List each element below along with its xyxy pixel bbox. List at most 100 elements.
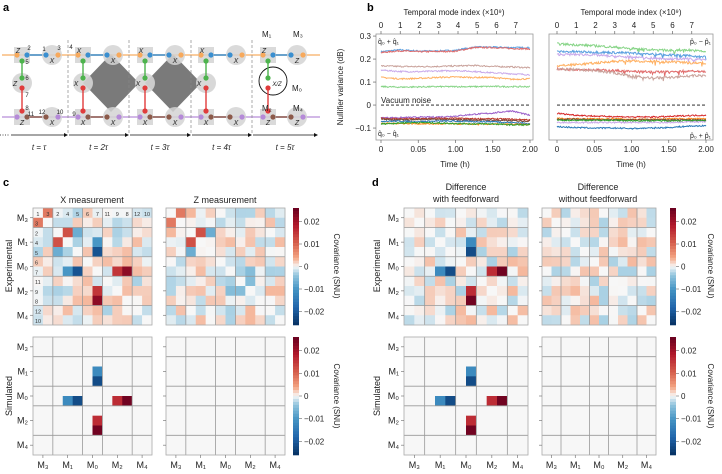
- square-node: [198, 47, 214, 63]
- colorbar-segment: [293, 413, 299, 417]
- heatmap-cell: [132, 315, 143, 326]
- group-col-label: M₀: [87, 460, 98, 470]
- heatmap-cell: [33, 435, 44, 446]
- heatmap-cell: [175, 346, 187, 357]
- heatmap-cell: [608, 346, 619, 357]
- heatmap-cell: [205, 415, 216, 426]
- heatmap-cell: [445, 256, 456, 267]
- colorbar-segment: [293, 284, 299, 288]
- heatmap-cell: [33, 276, 44, 287]
- heatmap-cell: [599, 346, 609, 357]
- heatmap-cell: [414, 227, 425, 238]
- heatmap-cell: [497, 376, 508, 387]
- mode-dot: [178, 52, 184, 58]
- heatmap-cell: [580, 425, 590, 436]
- heatmap-cell: [589, 295, 600, 306]
- heatmap-cell: [82, 445, 93, 456]
- heatmap-cell: [414, 366, 425, 377]
- heatmap-cell: [82, 386, 93, 397]
- mode-dot: [19, 75, 25, 81]
- circle-node: [42, 45, 62, 65]
- heatmap-cell: [82, 337, 93, 348]
- heatmap-cell: [476, 425, 487, 436]
- heatmap-cell: [561, 337, 571, 348]
- colorbar-tick-label: 0.02: [304, 218, 320, 227]
- heatmap-cell: [637, 425, 647, 436]
- heatmap-cell: [102, 405, 113, 416]
- heatmap-cell: [175, 415, 187, 426]
- group-row-label: M₄: [17, 310, 28, 320]
- heatmap-cell: [466, 305, 477, 316]
- group-col-label: M₂: [617, 460, 628, 470]
- colorbar-segment: [670, 278, 676, 282]
- panel-label-d: d: [372, 177, 379, 189]
- heatmap-cell: [175, 425, 187, 436]
- heatmap-cell: [455, 435, 467, 446]
- top-tick-label: 5: [651, 21, 656, 30]
- heatmap-cell: [142, 376, 153, 387]
- heatmap-cell: [255, 396, 266, 407]
- heatmap-cell: [255, 256, 266, 267]
- heatmap-cell: [142, 415, 153, 426]
- heatmap-cell: [404, 247, 415, 258]
- heatmap-cell: [570, 227, 581, 238]
- heatmap-cell: [404, 337, 415, 348]
- group-row-label: M₁: [388, 237, 399, 247]
- heatmap-cell: [102, 247, 113, 258]
- plot-frame: [375, 33, 534, 141]
- heatmap-cell: [112, 396, 123, 407]
- heatmap-cell: [175, 276, 187, 287]
- mode-dot: [260, 114, 266, 120]
- heatmap-cell: [618, 208, 628, 219]
- heatmap-cell: [122, 405, 133, 416]
- top-tick-label: 3: [437, 21, 442, 30]
- heatmap-cell: [627, 435, 638, 446]
- heatmap-cell: [627, 208, 638, 219]
- heatmap-cell: [82, 276, 93, 287]
- heatmap-cell: [132, 217, 143, 228]
- heatmap-cell: [561, 295, 571, 306]
- heatmap-cell: [102, 276, 113, 287]
- colorbar-label-c-exp: Covariance (SNU): [332, 234, 341, 299]
- colorbar-segment: [293, 440, 299, 444]
- heatmap-cell: [486, 237, 498, 248]
- heatmap-cell: [142, 247, 153, 258]
- heatmap-cell: [599, 376, 609, 387]
- heatmap-cell: [507, 247, 518, 258]
- panel-label-c: c: [3, 177, 9, 189]
- heatmap-cell: [132, 445, 143, 456]
- heatmap-cell: [82, 356, 93, 367]
- mode-dot: [239, 114, 245, 120]
- heatmap-cell: [122, 286, 133, 297]
- heatmap-cell: [580, 337, 590, 348]
- heatmap-cell: [235, 415, 246, 426]
- heatmap-cell: [476, 208, 487, 219]
- colorbar-segment: [293, 269, 299, 273]
- heatmap-cell: [92, 315, 103, 326]
- heatmap-cell: [646, 237, 657, 248]
- heatmap-cell: [122, 217, 133, 228]
- group-row-label: M₂: [17, 416, 28, 426]
- heatmap-cell: [82, 396, 93, 407]
- heatmap-cell: [72, 256, 83, 267]
- heatmap-cell: [608, 286, 619, 297]
- group-row-label: M₁: [17, 366, 28, 376]
- mode-row-number: 9: [35, 290, 38, 296]
- colorbar-segment: [293, 351, 299, 355]
- time-step-label: t = 5τ: [276, 143, 296, 152]
- heatmap-cell: [466, 217, 477, 228]
- group-row-label: M₂: [17, 286, 28, 296]
- heatmap-cell: [72, 266, 83, 277]
- heatmap-cell: [72, 415, 83, 426]
- heatmap-cell: [52, 237, 64, 248]
- heatmap-cell: [166, 376, 177, 387]
- y-tick-label: 0.2: [360, 55, 372, 64]
- square-basis-label: X: [199, 48, 205, 55]
- heatmap-cell: [580, 346, 590, 357]
- heatmap-cell: [225, 266, 236, 277]
- cluster-diamond: [145, 54, 201, 112]
- heatmap-cell: [646, 286, 657, 297]
- heatmap-cell: [245, 445, 256, 456]
- heatmap-cell: [122, 356, 133, 367]
- heatmap-cell: [497, 425, 508, 436]
